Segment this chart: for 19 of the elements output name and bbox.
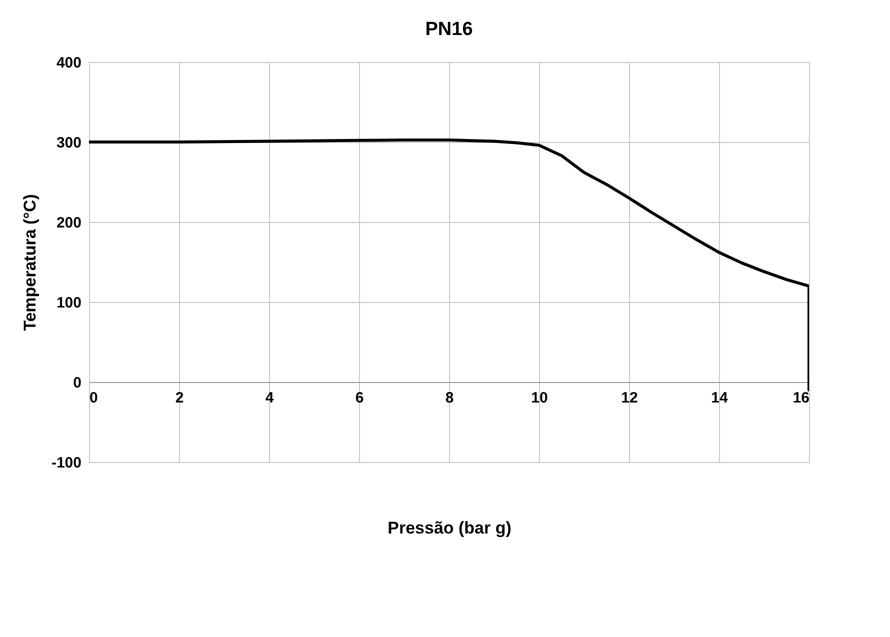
line-series bbox=[89, 138, 809, 392]
y-tick-label: 0 bbox=[73, 374, 82, 392]
x-axis-title: Pressão (bar g) bbox=[388, 518, 512, 538]
y-axis-title: Temperatura (°C) bbox=[20, 194, 40, 331]
x-tick-label: 16 bbox=[792, 390, 810, 406]
x-tick-label: 6 bbox=[355, 390, 364, 406]
x-tick-label: 2 bbox=[175, 390, 184, 406]
y-tick-label: 400 bbox=[56, 54, 82, 72]
chart-title: PN16 bbox=[425, 19, 473, 40]
x-tick-label: 12 bbox=[621, 390, 638, 406]
x-tick-label: 10 bbox=[531, 390, 548, 406]
y-tick-label: 300 bbox=[56, 134, 82, 152]
x-tick-label: 8 bbox=[445, 390, 454, 406]
x-tick-label: 0 bbox=[90, 390, 98, 406]
x-tick-label: 4 bbox=[265, 390, 274, 406]
x-tick-label: 14 bbox=[711, 390, 728, 406]
y-tick-label: 200 bbox=[56, 214, 82, 232]
y-tick-label: 100 bbox=[56, 294, 82, 312]
y-tick-label: -100 bbox=[51, 454, 82, 472]
